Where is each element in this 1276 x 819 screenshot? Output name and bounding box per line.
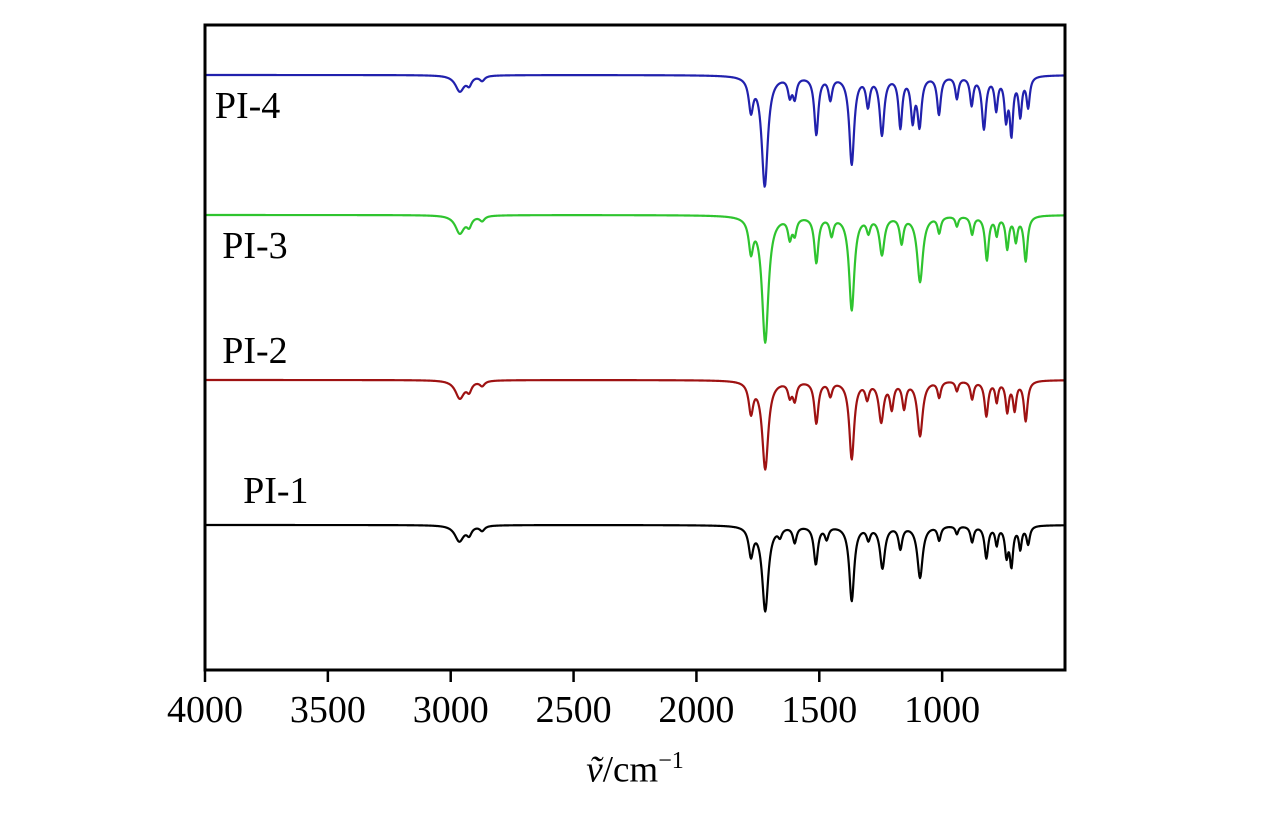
series-label-pi-4: PI-4 — [215, 85, 280, 127]
x-axis-label: ṽ/cm−1 — [205, 748, 1065, 791]
x-tick-label-3000: 3000 — [413, 689, 489, 731]
x-tick-label-1500: 1500 — [781, 689, 857, 731]
x-axis-label-variable: ṽ — [586, 749, 603, 791]
spectrum-trace-pi-1 — [204, 523, 1066, 613]
x-tick-label-2000: 2000 — [658, 689, 734, 731]
series-label-pi-3: PI-3 — [222, 225, 287, 267]
series-label-pi-2: PI-2 — [222, 330, 287, 372]
spectrum-trace-pi-2 — [204, 378, 1066, 471]
x-axis-label-exponent: −1 — [658, 748, 684, 774]
x-tick-label-2500: 2500 — [536, 689, 612, 731]
spectrum-trace-pi-3 — [204, 213, 1066, 344]
x-tick-label-3500: 3500 — [290, 689, 366, 731]
x-tick-label-1000: 1000 — [904, 689, 980, 731]
spectrum-trace-pi-4 — [204, 73, 1066, 188]
series-label-pi-1: PI-1 — [243, 470, 308, 512]
x-axis-label-unit: /cm — [602, 749, 659, 791]
x-tick-label-4000: 4000 — [167, 689, 243, 731]
plot-frame — [203, 23, 1067, 672]
